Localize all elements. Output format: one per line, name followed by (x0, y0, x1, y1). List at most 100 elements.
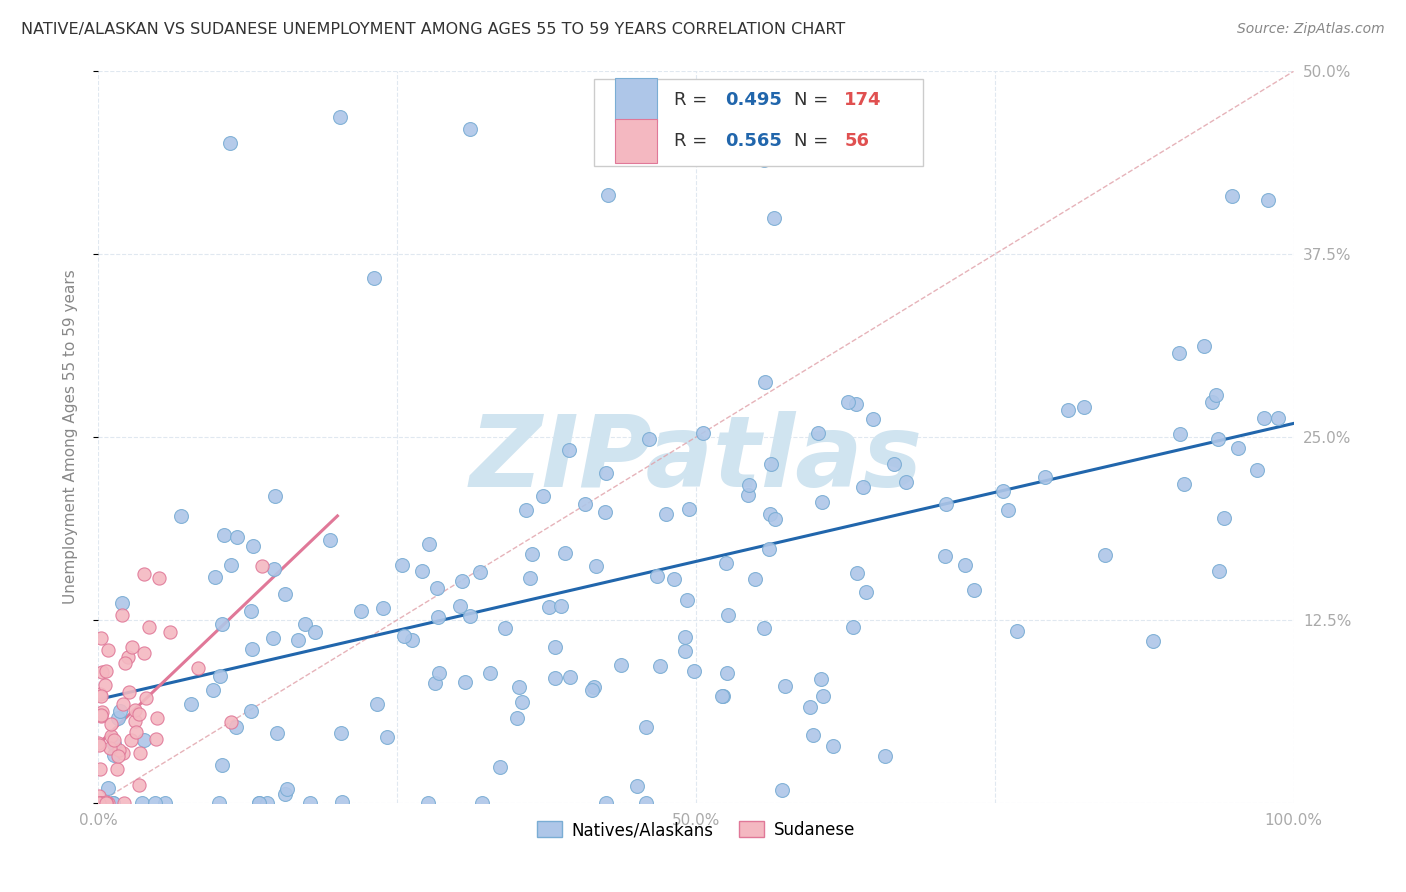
Point (1057, 402, 1080, 417)
Point (90, 709, 112, 723)
Point (737, 488, 759, 502)
Point (934, 549, 956, 564)
Point (145, 711, 167, 725)
Point (87, 789, 110, 803)
Point (581, 682, 603, 697)
Point (537, 600, 560, 615)
Point (101, 796, 124, 810)
Point (673, 644, 696, 658)
Point (103, 747, 125, 762)
Point (366, 697, 388, 711)
Point (489, 759, 512, 773)
Point (458, 121, 481, 136)
Point (274, 787, 297, 801)
Point (180, 697, 202, 711)
Point (121, 640, 143, 655)
Point (89, 796, 111, 810)
Point (211, 617, 233, 632)
Point (451, 574, 474, 589)
Point (1208, 564, 1230, 578)
Point (953, 558, 976, 573)
Point (662, 572, 685, 586)
Point (264, 489, 287, 503)
Text: 174: 174 (844, 92, 882, 110)
Point (96, 796, 118, 810)
Point (512, 695, 534, 709)
Point (330, 795, 353, 809)
Point (329, 725, 352, 739)
Point (256, 796, 278, 810)
Point (201, 682, 224, 697)
Point (91, 705, 114, 719)
Point (148, 571, 170, 585)
Point (329, 110, 352, 124)
Point (593, 505, 616, 519)
Point (111, 596, 134, 610)
Text: N =: N = (794, 92, 834, 110)
Point (841, 620, 863, 634)
Point (274, 587, 297, 601)
Point (544, 640, 567, 655)
Text: 0.565: 0.565 (724, 132, 782, 150)
Point (533, 489, 555, 503)
Point (107, 711, 129, 725)
Point (363, 271, 385, 285)
Point (98, 740, 121, 755)
Point (211, 758, 233, 772)
Point (117, 649, 139, 664)
Text: ZIPatlas: ZIPatlas (470, 410, 922, 508)
Point (276, 782, 298, 797)
Point (90, 689, 112, 703)
Point (752, 621, 775, 635)
Point (219, 558, 242, 572)
Point (744, 573, 766, 587)
Point (90, 707, 112, 722)
Point (647, 569, 669, 583)
Point (294, 616, 316, 631)
Point (266, 726, 288, 740)
Point (91, 796, 114, 810)
Point (118, 685, 141, 699)
Point (114, 657, 136, 671)
Point (806, 426, 828, 441)
Text: 0.495: 0.495 (724, 92, 782, 110)
Point (319, 533, 342, 548)
Point (550, 599, 572, 613)
Point (470, 566, 492, 580)
Point (416, 796, 439, 810)
Point (554, 546, 576, 560)
Point (112, 796, 135, 810)
Point (1257, 193, 1279, 207)
Point (240, 704, 263, 718)
Point (129, 746, 152, 760)
Point (454, 674, 477, 689)
Point (811, 494, 834, 508)
Point (392, 629, 415, 643)
FancyBboxPatch shape (595, 78, 922, 167)
Point (111, 746, 134, 760)
Point (299, 796, 322, 810)
Point (187, 661, 209, 675)
Point (678, 502, 700, 516)
Point (124, 714, 146, 728)
Point (247, 796, 270, 810)
Point (761, 458, 783, 472)
Point (1094, 549, 1116, 563)
Point (1201, 394, 1223, 409)
Point (134, 566, 156, 581)
Point (219, 136, 242, 150)
Point (111, 697, 134, 711)
Point (875, 749, 897, 764)
Point (91, 665, 114, 680)
Point (427, 610, 450, 624)
Point (204, 570, 226, 584)
Point (935, 497, 957, 511)
Point (124, 703, 146, 717)
Point (1220, 188, 1243, 202)
Point (105, 762, 128, 776)
Point (120, 732, 142, 747)
Bar (614, 78, 657, 122)
Point (128, 706, 150, 721)
Point (1226, 442, 1249, 456)
Point (94, 665, 117, 679)
